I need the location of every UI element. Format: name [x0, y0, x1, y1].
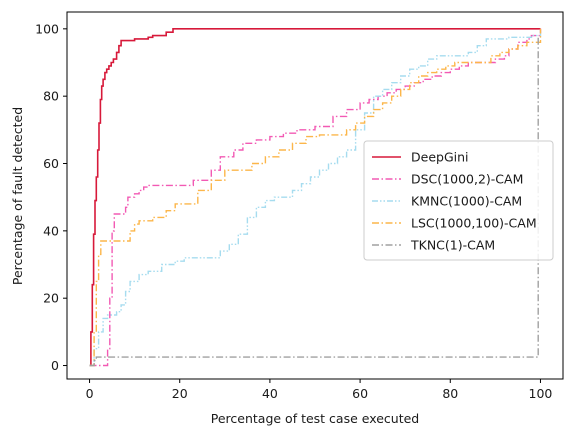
- x-tick-label-2: 40: [262, 386, 278, 401]
- x-tick-label-3: 60: [352, 386, 368, 401]
- axes-frame: [66, 11, 564, 380]
- x-axis-label: Percentage of test case executed: [211, 411, 420, 426]
- y-tick-label-3: 60: [43, 156, 59, 171]
- x-tick-label-1: 20: [172, 386, 188, 401]
- y-axis-label: Percentage of fault detected: [10, 107, 25, 285]
- y-tick-label-2: 40: [43, 223, 59, 238]
- legend-label-4: TKNC(1)-CAM: [410, 238, 495, 253]
- ticks-layer: 0 20 40 60 80 100 0 20 40 60 80 100: [35, 21, 552, 401]
- series-line-3: [89, 28, 542, 367]
- legend-label-2: KMNC(1000)-CAM: [411, 194, 522, 209]
- legend: DeepGini DSC(1000,2)-CAM KMNC(1000)-CAM LSC…: [363, 140, 554, 261]
- legend-label-1: DSC(1000,2)-CAM: [411, 172, 523, 187]
- y-tick-label-0: 0: [51, 358, 59, 373]
- series-line-0: [89, 27, 541, 367]
- series-layer: [89, 27, 542, 367]
- y-tick-label-1: 20: [43, 291, 59, 306]
- series-line-2: [89, 28, 542, 367]
- legend-label-0: DeepGini: [411, 150, 469, 165]
- y-tick-label-4: 80: [43, 89, 59, 104]
- legend-label-3: LSC(1000,100)-CAM: [411, 216, 537, 231]
- y-tick-label-5: 100: [35, 21, 59, 36]
- x-tick-label-5: 100: [529, 386, 553, 401]
- series-line-4: [89, 36, 541, 367]
- legend-box: [363, 140, 554, 261]
- x-tick-label-0: 0: [86, 386, 94, 401]
- x-tick-label-4: 80: [442, 386, 458, 401]
